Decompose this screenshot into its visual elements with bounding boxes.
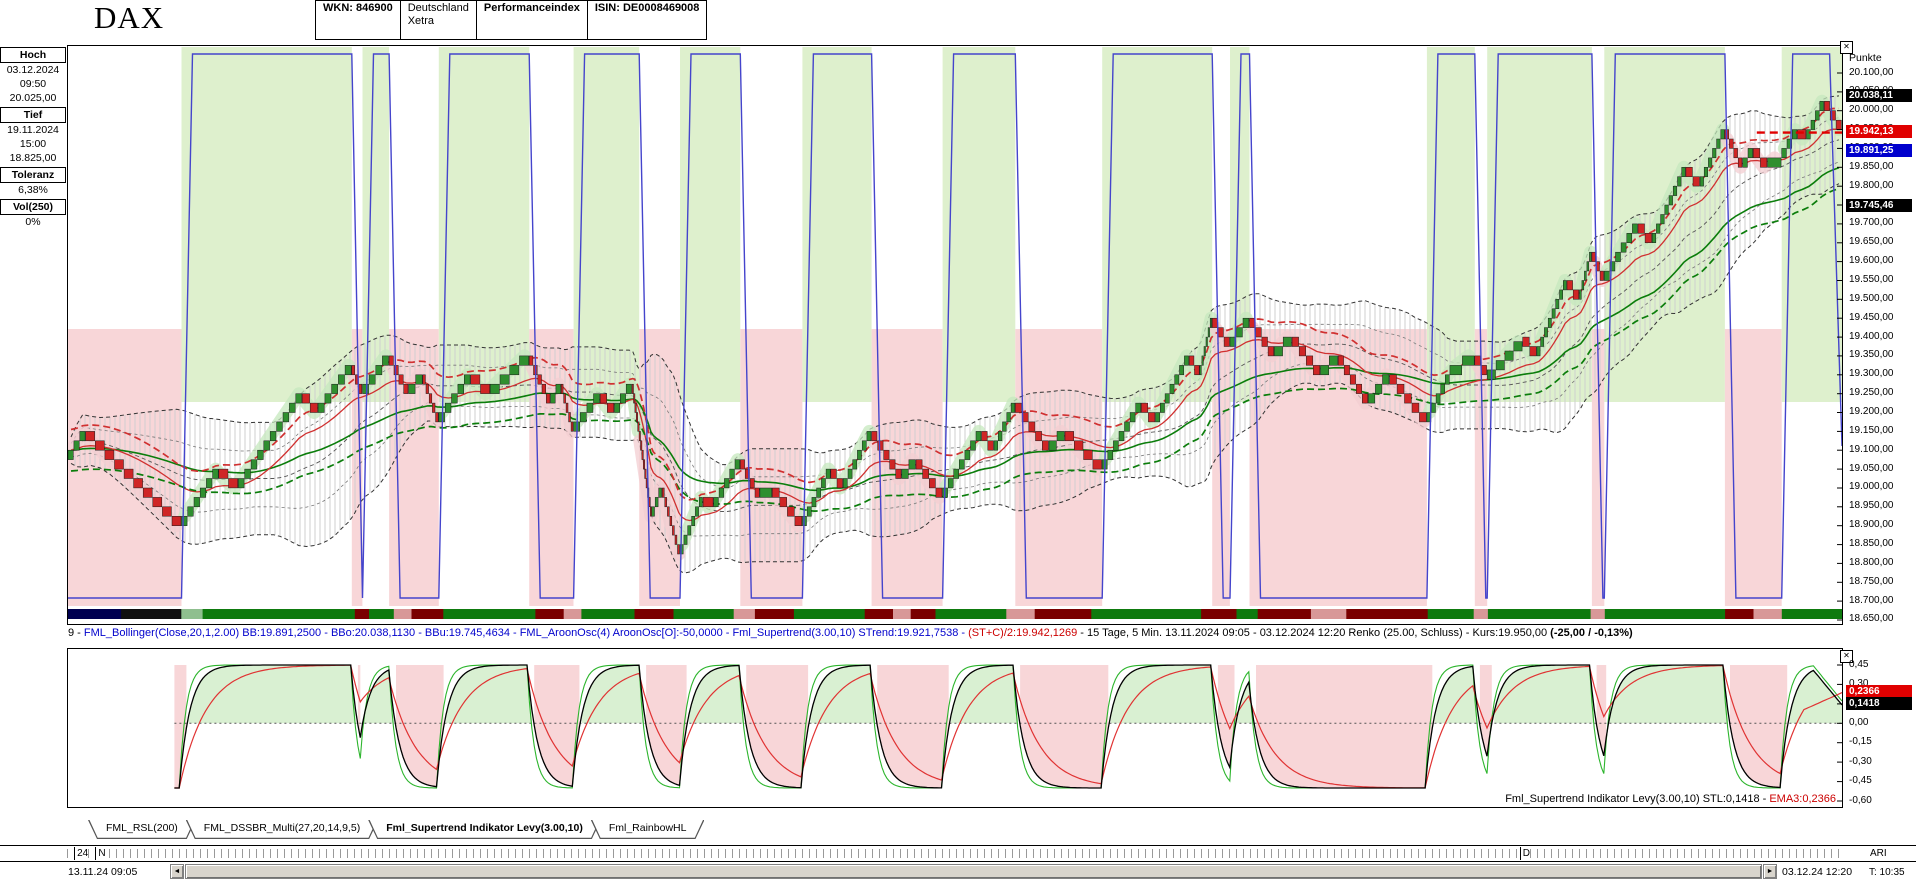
indicator-tick-label: -0,30 (1849, 755, 1872, 767)
scrollbar-thumb[interactable] (185, 864, 1762, 879)
tab-fml-dssbr-multi-27-20-14-9-5[interactable]: FML_DSSBR_Multi(27,20,14,9,5) (186, 820, 378, 839)
price-tick-label: 19.500,00 (1849, 292, 1894, 304)
price-tick-label: 19.100,00 (1849, 443, 1894, 455)
price-value-label: 20.038,11 (1846, 88, 1912, 102)
month-label: D (1519, 847, 1530, 860)
stat-value: 0% (25, 216, 41, 228)
indicator-tick-label: 0,00 (1849, 716, 1869, 728)
price-tick-label: 19.200,00 (1849, 406, 1894, 418)
close-icon[interactable]: ✕ (1840, 41, 1853, 54)
stat-value: 19.11.2024 (7, 124, 59, 136)
instrument-cell: Deutschland Xetra (400, 0, 477, 40)
stat-value: 15:00 (19, 138, 47, 150)
price-tick-label: 20.100,00 (1849, 66, 1894, 78)
instrument-cell: ISIN: DE0008469008 (587, 0, 708, 40)
price-value-label: 19.942,13 (1846, 125, 1912, 139)
tab-fml-rsl-200[interactable]: FML_RSL(200) (88, 820, 196, 839)
horizontal-scrollbar: 13.11.24 09:05 ◄ ► 03.12.24 12:20 T: 10:… (0, 863, 1916, 882)
price-tick-label: 18.800,00 (1849, 556, 1894, 568)
status-segment: (-25,00 / -0,13%) (1550, 627, 1633, 639)
price-tick-label: 19.800,00 (1849, 179, 1894, 191)
tab-fml-supertrend-indikator-levy-3-00-10[interactable]: Fml_Supertrend Indikator Levy(3.00,10) (368, 820, 601, 839)
range-start-date: 13.11.24 09:05 (68, 866, 138, 878)
month-label: 24 (74, 847, 89, 860)
price-tick-label: 18.650,00 (1849, 613, 1894, 625)
price-tick-label: 18.850,00 (1849, 538, 1894, 550)
price-value-label: 19.891,25 (1846, 144, 1912, 158)
indicator-tick-label: 0,30 (1849, 677, 1869, 689)
indicator-chart-panel[interactable]: Fml_Supertrend Indikator Levy(3.00,10) S… (67, 648, 1843, 808)
price-value-label: 19.745,46 (1846, 199, 1912, 213)
scrollbar-track[interactable] (185, 864, 1762, 879)
time-axis-ticks (67, 849, 1843, 858)
price-tick-label: 19.600,00 (1849, 255, 1894, 267)
price-tick-label: 18.700,00 (1849, 594, 1894, 606)
price-axis-title: Punkte (1849, 52, 1882, 64)
instrument-cell: Performanceindex (476, 0, 588, 40)
stat-value: 09:50 (19, 78, 47, 90)
supertrend-indicator-svg[interactable] (68, 649, 1842, 807)
stat-value: 6,38% (18, 184, 48, 196)
range-end-date: 03.12.24 12:20 (1782, 866, 1853, 878)
stat-value: 20.025,00 (9, 92, 57, 104)
price-tick-label: 19.450,00 (1849, 311, 1894, 323)
indicator-status-line: 9 - FML_Bollinger(Close,20,1,2.00) BB:19… (68, 627, 1868, 643)
price-tick-label: 19.050,00 (1849, 462, 1894, 474)
indicator-value-label: 0,2366 (1846, 685, 1912, 699)
symbol-title: DAX (94, 0, 165, 35)
price-tick-label: 19.000,00 (1849, 481, 1894, 493)
close-icon[interactable]: ✕ (1840, 650, 1853, 663)
price-tick-label: 18.750,00 (1849, 575, 1894, 587)
price-tick-label: 19.250,00 (1849, 387, 1894, 399)
price-chart-panel[interactable] (67, 45, 1843, 625)
price-tick-label: 19.150,00 (1849, 424, 1894, 436)
price-tick-label: 19.700,00 (1849, 217, 1894, 229)
stat-value: 03.12.2024 (6, 64, 60, 76)
indicator-label: Fml_Supertrend Indikator Levy(3.00,10) S… (1505, 793, 1836, 805)
time-axis-right-label: ARI (1868, 847, 1889, 860)
indicator-label-segment: Fml_Supertrend Indikator Levy(3.00,10) S… (1505, 793, 1770, 805)
scroll-right-button[interactable]: ► (1763, 864, 1777, 879)
indicator-value-label: 0,1418 (1846, 697, 1912, 711)
price-tick-label: 19.850,00 (1849, 160, 1894, 172)
status-segment: FML_Bollinger(Close,20,1,2.00) BB:19.891… (83, 627, 969, 639)
price-tick-label: 19.300,00 (1849, 368, 1894, 380)
stat-label: Tief (0, 107, 66, 123)
renko-chart-svg[interactable] (68, 46, 1842, 624)
instrument-info: WKN: 846900 Deutschland Xetra Performancein… (315, 0, 708, 40)
scroll-left-button[interactable]: ◄ (170, 864, 184, 879)
stat-label: Toleranz (0, 167, 66, 183)
instrument-cell: WKN: 846900 (315, 0, 401, 40)
quote-stats-panel: Hoch 03.12.2024 09:50 20.025,00 Tief 19.11.20… (0, 45, 66, 229)
price-tick-label: 19.550,00 (1849, 273, 1894, 285)
stat-value: 18.825,00 (9, 152, 57, 164)
indicator-label-segment: EMA3:0,2366 (1769, 793, 1836, 805)
indicator-tabs: FML_RSL(200) FML_DSSBR_Multi(27,20,14,9,5… (88, 820, 694, 839)
month-label: N (95, 847, 106, 860)
status-segment: 9 - (68, 627, 84, 639)
price-tick-label: 19.400,00 (1849, 330, 1894, 342)
price-tick-label: 18.950,00 (1849, 500, 1894, 512)
status-segment: (ST+C)/2:19.942,1269 (968, 627, 1078, 639)
time-axis: ARI 24 N D (0, 845, 1916, 862)
timeframe-label: T: 10:35 (1869, 867, 1905, 878)
indicator-tick-label: 0,45 (1849, 658, 1869, 670)
price-tick-label: 20.000,00 (1849, 104, 1894, 116)
status-segment: - 15 Tage, 5 Min. 13.11.2024 09:05 - 03.… (1077, 627, 1551, 639)
indicator-tick-label: -0,45 (1849, 775, 1872, 787)
price-tick-label: 19.650,00 (1849, 236, 1894, 248)
tab-fml-rainbowhl[interactable]: Fml_RainbowHL (591, 820, 705, 839)
price-tick-label: 18.900,00 (1849, 519, 1894, 531)
indicator-tick-label: -0,15 (1849, 736, 1872, 748)
indicator-tick-label: -0,60 (1849, 794, 1872, 806)
stat-label: Vol(250) (0, 199, 66, 215)
price-tick-label: 19.350,00 (1849, 349, 1894, 361)
stat-label: Hoch (0, 47, 66, 63)
